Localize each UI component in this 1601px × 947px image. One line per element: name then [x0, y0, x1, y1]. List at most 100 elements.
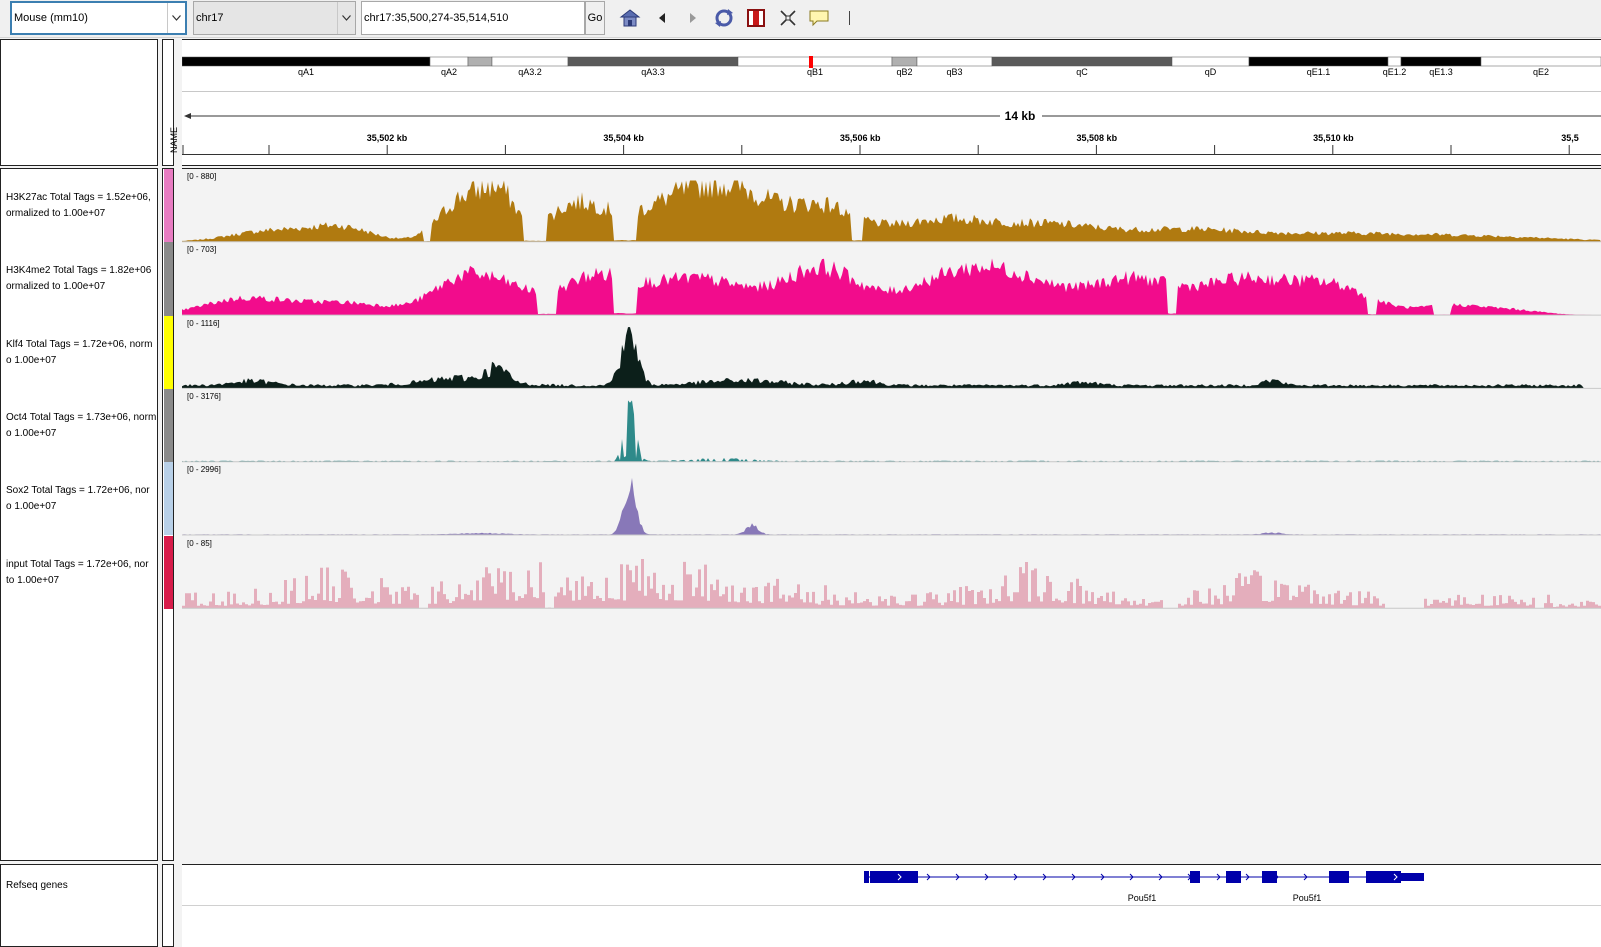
- back-icon[interactable]: [650, 6, 674, 30]
- track-attribute-cell[interactable]: [164, 242, 173, 316]
- strand-arrow-icon: [984, 873, 989, 881]
- track-signal[interactable]: [182, 258, 1601, 316]
- gene-exon[interactable]: [1190, 871, 1200, 883]
- locus-search-input[interactable]: chr17:35,500,274-35,514,510: [361, 1, 585, 35]
- ruler-tick-label: 35,502 kb: [366, 133, 408, 143]
- track-attribute-cell[interactable]: [164, 315, 173, 389]
- genome-value: Mouse (mm10): [14, 12, 88, 24]
- strand-arrow-icon: [1013, 873, 1018, 881]
- strand-arrow-icon: [1303, 873, 1308, 881]
- track-attribute-cell[interactable]: [164, 535, 173, 609]
- data-tracks-panel[interactable]: [0 - 880] [0 - 703] [0 - 1116] [0 - 3176] [0…: [182, 168, 1601, 861]
- gene-label[interactable]: Pou5f1: [1292, 893, 1322, 903]
- feature-tracks-panel[interactable]: Pou5f1 Pou5f1: [182, 864, 1601, 947]
- track-name[interactable]: H3K27ac Total Tags = 1.52e+06, ormalized…: [6, 192, 151, 219]
- band-label: qE1.1: [1306, 67, 1331, 77]
- band-label: qE2: [1532, 67, 1550, 77]
- chevron-down-icon[interactable]: [167, 3, 185, 33]
- track-signal[interactable]: [182, 327, 1601, 389]
- name-column-label[interactable]: NAME: [169, 126, 179, 153]
- chromosome-value: chr17: [196, 12, 224, 24]
- track-attributes-panel[interactable]: [162, 168, 174, 861]
- name-panel-header: [0, 39, 158, 166]
- band-label: qA3.2: [518, 67, 542, 77]
- band-label: qB2: [896, 67, 913, 77]
- track-names-panel[interactable]: H3K27ac Total Tags = 1.52e+06, ormalized…: [0, 168, 158, 861]
- band-label: qE1.2: [1382, 67, 1407, 77]
- chevron-down-icon[interactable]: [337, 2, 355, 34]
- track-name[interactable]: Klf4 Total Tags = 1.72e+06, norm o 1.00e…: [6, 338, 153, 366]
- track-signal[interactable]: [182, 559, 1601, 609]
- gene-exon[interactable]: [1226, 871, 1241, 883]
- current-region-marker: [809, 56, 813, 68]
- track-data-range: [0 - 85]: [187, 538, 212, 548]
- data-tracks[interactable]: [182, 169, 1601, 861]
- ruler-tick-label: 35,504 kb: [603, 133, 644, 143]
- ruler-ticks: [182, 145, 1570, 155]
- ruler-tick-label: 35,510 kb: [1313, 133, 1354, 143]
- chromosome-dropdown[interactable]: chr17: [193, 1, 356, 35]
- track-signal[interactable]: [182, 400, 1601, 462]
- band-label: qB3: [946, 67, 963, 77]
- toolbar-separator: [849, 11, 850, 25]
- forward-icon[interactable]: [681, 6, 705, 30]
- go-button[interactable]: Go: [585, 1, 605, 35]
- gene-exon[interactable]: [864, 871, 869, 883]
- strand-arrow-icon: [926, 873, 931, 881]
- gene-exon[interactable]: [1262, 871, 1277, 883]
- strand-arrow-icon: [897, 873, 902, 881]
- track-attribute-cell[interactable]: [164, 169, 173, 243]
- strand-arrow-icon: [1245, 873, 1250, 881]
- fit-window-icon[interactable]: [776, 6, 800, 30]
- refseq-gene-track[interactable]: [182, 865, 1601, 905]
- track-data-range: [0 - 2996]: [187, 465, 221, 475]
- ruler-tick-label: 35,5: [1561, 133, 1579, 143]
- region-of-interest-icon[interactable]: [744, 6, 768, 30]
- track-attribute-cell[interactable]: [164, 462, 173, 536]
- track-data-range: [0 - 880]: [187, 172, 217, 181]
- gene-exon[interactable]: [1366, 871, 1401, 883]
- gene-exon[interactable]: [870, 871, 918, 883]
- strand-arrow-icon: [955, 873, 960, 881]
- track-name[interactable]: H3K4me2 Total Tags = 1.82e+06 ormalized …: [6, 265, 152, 293]
- track-data-range: [0 - 703]: [187, 245, 217, 255]
- ruler-tick-labels: 35,502 kb 35,504 kb 35,506 kb 35,508 kb 35,5…: [182, 40, 1601, 165]
- locus-value: chr17:35,500,274-35,514,510: [364, 12, 509, 24]
- strand-arrow-icon: [1187, 873, 1192, 881]
- strand-arrow-icon: [1042, 873, 1047, 881]
- track-signal[interactable]: [182, 477, 1601, 535]
- ruler-panel[interactable]: qA1 qA2 qA3.2 qA3.3 qB1 qB2 qB3 qC qD qE1.1 qE1.2 q…: [182, 39, 1601, 166]
- home-icon[interactable]: [618, 6, 642, 30]
- popup-text-icon[interactable]: [807, 6, 831, 30]
- strand-arrow-icon: [1129, 873, 1134, 881]
- refseq-track-name[interactable]: Refseq genes: [6, 880, 68, 891]
- strand-arrow-icon: [1332, 873, 1337, 881]
- genome-dropdown[interactable]: Mouse (mm10): [10, 1, 187, 35]
- strand-arrow-icon: [1100, 873, 1105, 881]
- band-label: qA2: [440, 67, 458, 77]
- band-label: qE1.3: [1429, 67, 1453, 77]
- ideogram-band[interactable]: [1480, 56, 1601, 67]
- gene-label[interactable]: Pou5f1: [1127, 893, 1157, 903]
- gene-utr[interactable]: [1400, 873, 1424, 881]
- track-name[interactable]: Oct4 Total Tags = 1.73e+06, norm o 1.00e…: [6, 411, 157, 439]
- track-data-range: [0 - 1116]: [187, 318, 220, 328]
- track-name[interactable]: input Total Tags = 1.72e+06, nor to 1.00…: [6, 558, 149, 586]
- chromosome-ideogram[interactable]: [182, 56, 1601, 68]
- band-label: qD: [1204, 67, 1217, 77]
- ruler-tick-label: 35,508 kb: [1076, 133, 1118, 143]
- ruler-baseline: [182, 154, 1601, 155]
- band-labels: qA1 qA2 qA3.2 qA3.3 qB1 qB2 qB3 qC qD qE1.1 qE1.2 q…: [182, 40, 1601, 80]
- strand-arrow-icon: [1274, 873, 1279, 881]
- track-signal[interactable]: [182, 180, 1601, 242]
- gene-exon[interactable]: [1329, 871, 1349, 883]
- track-name[interactable]: Sox2 Total Tags = 1.72e+06, nor o 1.00e+…: [6, 485, 150, 513]
- feature-divider: [182, 905, 1601, 906]
- track-attribute-cell[interactable]: [164, 388, 173, 463]
- ruler-tick-label: 35,506 kb: [839, 133, 881, 143]
- refresh-icon[interactable]: [712, 6, 736, 30]
- track-data-range: [0 - 3176]: [187, 391, 221, 401]
- feature-names-panel[interactable]: Refseq genes: [0, 864, 158, 947]
- strand-arrow-icon: [1071, 873, 1076, 881]
- strand-arrow-icon: [1393, 873, 1398, 881]
